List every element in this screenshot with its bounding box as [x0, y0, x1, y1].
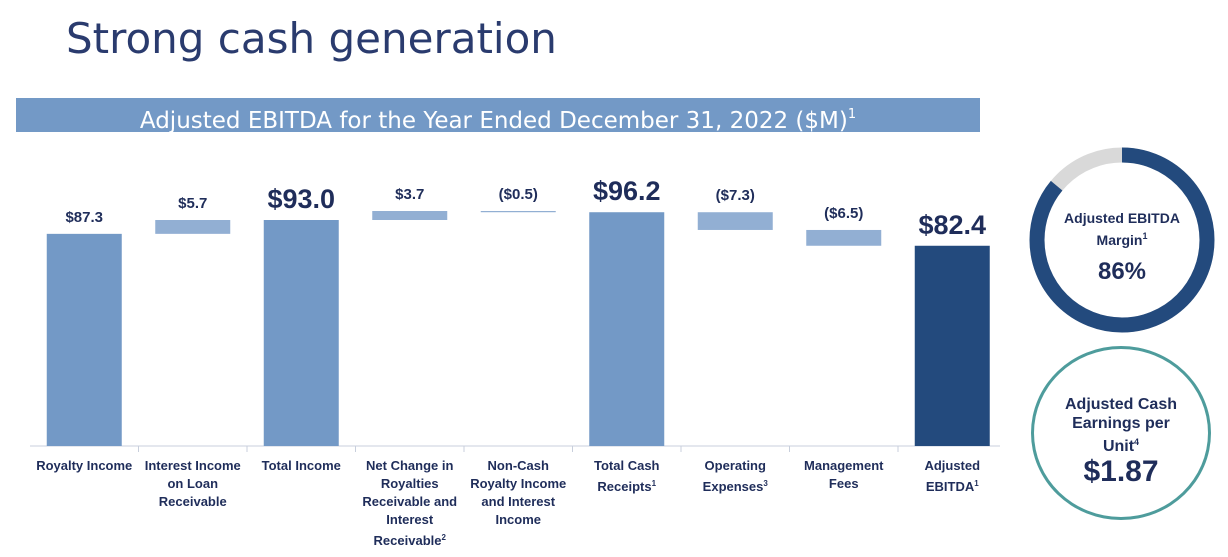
bar-4 [480, 211, 556, 213]
category-label-2: Total Income [246, 457, 356, 475]
category-label-text-8: Adjusted EBITDA [924, 458, 981, 494]
data-label-8: $82.4 [918, 210, 986, 240]
category-label-text-2: Total Income [261, 458, 341, 473]
bar-8 [914, 245, 990, 446]
category-label-8: Adjusted EBITDA1 [897, 457, 1007, 496]
category-label-3: Net Change in Royalties Receivable and I… [355, 457, 465, 550]
category-label-4: Non-Cash Royalty Income and Interest Inc… [463, 457, 573, 529]
category-label-7: Management Fees [789, 457, 899, 493]
data-label-5: $96.2 [593, 176, 661, 206]
page-title: Strong cash generation [66, 14, 557, 63]
cash-value: $1.87 [1083, 455, 1159, 488]
margin-ring-value [1029, 147, 1215, 333]
cash-label-line1: Adjusted Cash [1064, 396, 1177, 413]
category-footnote-3: 2 [441, 533, 446, 542]
bar-1 [155, 220, 231, 234]
bar-5 [589, 212, 665, 446]
banner-text: Adjusted EBITDA for the Year Ended Decem… [139, 108, 848, 134]
bar-2 [263, 220, 339, 446]
data-label-3: $3.7 [395, 186, 424, 203]
category-label-text-4: Non-Cash Royalty Income and Interest Inc… [470, 458, 567, 527]
category-label-text-1: Interest Income on Loan Receivable [144, 458, 241, 509]
bar-6 [697, 212, 773, 230]
category-label-text-3: Net Change in Royalties Receivable and I… [362, 458, 458, 548]
data-label-6: ($7.3) [716, 187, 755, 204]
data-label-4: ($0.5) [499, 186, 538, 203]
margin-donut [1029, 147, 1215, 333]
chart-banner: Adjusted EBITDA for the Year Ended Decem… [16, 98, 980, 134]
cash-label: Adjusted Cash Earnings per Unit4 [1034, 395, 1208, 456]
category-label-6: Operating Expenses3 [680, 457, 790, 496]
banner-footnote: 1 [847, 107, 857, 122]
category-label-1: Interest Income on Loan Receivable [138, 457, 248, 511]
waterfall-chart: $87.3 $5.7 $93.0 $3.7 ($0.5) $96.2 ($7.3) ($6.5… [30, 176, 1000, 452]
cash-label-line3: Unit [1102, 438, 1135, 455]
category-footnote-5: 1 [651, 479, 657, 488]
margin-label: Adjusted EBITDA Margin1 [1027, 209, 1217, 249]
ebitda-margin-kpi: Adjusted EBITDA Margin1 86% [1027, 145, 1217, 335]
category-footnote-6: 3 [763, 479, 768, 488]
category-label-text-7: Management Fees [804, 458, 884, 491]
category-footnote-8: 1 [974, 479, 979, 488]
category-label-text-5: Total Cash Receipts [594, 458, 660, 494]
data-label-7: ($6.5) [824, 205, 863, 222]
data-label-2: $93.0 [267, 184, 335, 214]
cash-earnings-kpi: Adjusted Cash Earnings per Unit4 $1.87 [1031, 346, 1211, 520]
margin-label-line1: Adjusted EBITDA [1064, 210, 1180, 226]
category-label-5: Total Cash Receipts1 [572, 457, 682, 496]
category-label-text-6: Operating Expenses [702, 458, 766, 494]
cash-footnote: 4 [1134, 437, 1140, 447]
bar-0 [46, 233, 122, 446]
margin-footnote: 1 [1142, 231, 1148, 241]
cash-label-line2: Earnings per [1072, 415, 1170, 432]
margin-value: 86% [1097, 258, 1147, 285]
category-label-text-0: Royalty Income [36, 458, 133, 473]
bar-3 [372, 211, 448, 220]
data-label-1: $5.7 [178, 195, 207, 212]
bar-7 [806, 229, 882, 246]
margin-label-line2: Margin [1096, 232, 1143, 248]
data-label-0: $87.3 [65, 209, 103, 226]
category-label-0: Royalty Income [29, 457, 139, 475]
